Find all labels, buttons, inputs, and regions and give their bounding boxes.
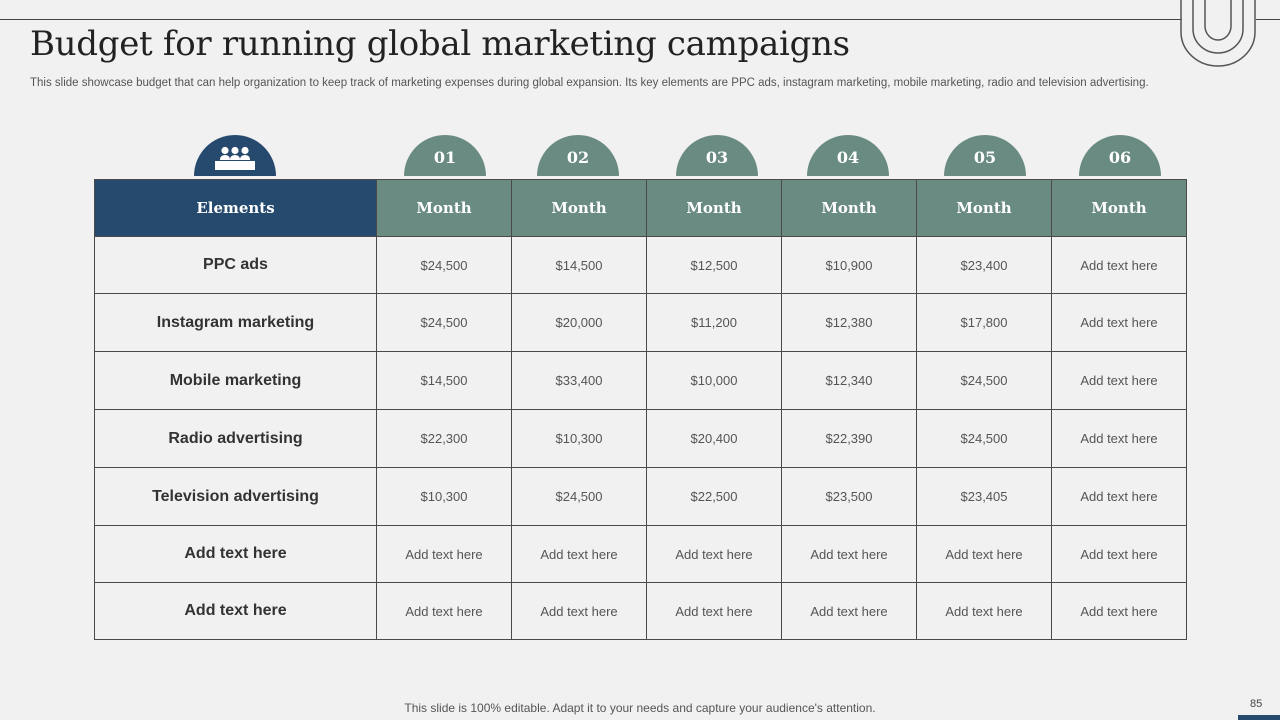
tab-03: 03 [676, 135, 758, 176]
table-cell: $24,500 [916, 351, 1052, 410]
row-label: Add text here [94, 582, 377, 640]
header-rule-right [1256, 19, 1280, 20]
table-cell: $24,500 [376, 293, 512, 352]
table-cell: Add text here [511, 525, 647, 583]
page-indicator-bar [1238, 715, 1280, 720]
table-row: Add text here Add text here Add text her… [94, 582, 1187, 640]
header-rule [0, 19, 1182, 20]
row-label: Radio advertising [94, 409, 377, 468]
tab-05: 05 [944, 135, 1026, 176]
table-cell: $20,400 [646, 409, 782, 468]
table-cell: $10,300 [376, 467, 512, 526]
table-cell: Add text here [511, 582, 647, 640]
table-header-row: Elements Month Month Month Month Month M… [94, 179, 1187, 237]
header-month-1: Month [376, 179, 512, 237]
header-month-2: Month [511, 179, 647, 237]
table-cell: Add text here [781, 525, 917, 583]
table-cell: Add text here [781, 582, 917, 640]
table-cell: $23,405 [916, 467, 1052, 526]
row-label: PPC ads [94, 236, 377, 294]
table-cell: $12,500 [646, 236, 782, 294]
header-month-5: Month [916, 179, 1052, 237]
table-cell: $22,390 [781, 409, 917, 468]
slide-footer: This slide is 100% editable. Adapt it to… [404, 701, 876, 715]
table-row: PPC ads $24,500 $14,500 $12,500 $10,900 … [94, 236, 1187, 294]
slide-title: Budget for running global marketing camp… [30, 24, 850, 64]
table-cell: Add text here [646, 582, 782, 640]
table-cell: Add text here [1051, 236, 1187, 294]
table-cell: $22,500 [646, 467, 782, 526]
table-cell: Add text here [376, 525, 512, 583]
table-row: Radio advertising $22,300 $10,300 $20,40… [94, 409, 1187, 468]
concentric-arch-icon [1180, 0, 1256, 67]
table-row: Television advertising $10,300 $24,500 $… [94, 467, 1187, 526]
table-cell: Add text here [646, 525, 782, 583]
table-cell: $22,300 [376, 409, 512, 468]
table-cell: $12,380 [781, 293, 917, 352]
table-cell: $23,500 [781, 467, 917, 526]
table-cell: Add text here [1051, 467, 1187, 526]
slide-subtitle: This slide showcase budget that can help… [30, 77, 1149, 89]
table-cell: Add text here [1051, 409, 1187, 468]
table-cell: $33,400 [511, 351, 647, 410]
table-cell: Add text here [1051, 582, 1187, 640]
tab-06: 06 [1079, 135, 1161, 176]
table-cell: $14,500 [511, 236, 647, 294]
table-cell: $23,400 [916, 236, 1052, 294]
table-cell: $24,500 [511, 467, 647, 526]
table-row: Add text here Add text here Add text her… [94, 525, 1187, 583]
table-cell: $14,500 [376, 351, 512, 410]
table-cell: $11,200 [646, 293, 782, 352]
table-cell: $12,340 [781, 351, 917, 410]
table-cell: $24,500 [376, 236, 512, 294]
table-row: Mobile marketing $14,500 $33,400 $10,000… [94, 351, 1187, 410]
table-cell: Add text here [916, 582, 1052, 640]
group-people-icon [215, 146, 255, 170]
table-cell: $10,900 [781, 236, 917, 294]
header-month-6: Month [1051, 179, 1187, 237]
tab-02: 02 [537, 135, 619, 176]
tab-01: 01 [404, 135, 486, 176]
table-cell: $10,300 [511, 409, 647, 468]
table-cell: Add text here [1051, 351, 1187, 410]
table-cell: $24,500 [916, 409, 1052, 468]
table-row: Instagram marketing $24,500 $20,000 $11,… [94, 293, 1187, 352]
row-label: Add text here [94, 525, 377, 583]
table-cell: Add text here [1051, 293, 1187, 352]
table-cell: Add text here [376, 582, 512, 640]
table-cell: $20,000 [511, 293, 647, 352]
table-cell: $10,000 [646, 351, 782, 410]
header-month-3: Month [646, 179, 782, 237]
page-number: 85 [1250, 698, 1263, 710]
header-elements: Elements [94, 179, 377, 237]
table-cell: Add text here [1051, 525, 1187, 583]
row-label: Instagram marketing [94, 293, 377, 352]
row-label: Mobile marketing [94, 351, 377, 410]
elements-tab [194, 135, 276, 176]
table-cell: $17,800 [916, 293, 1052, 352]
table-cell: Add text here [916, 525, 1052, 583]
row-label: Television advertising [94, 467, 377, 526]
header-month-4: Month [781, 179, 917, 237]
budget-table: Elements Month Month Month Month Month M… [94, 179, 1187, 640]
tab-04: 04 [807, 135, 889, 176]
